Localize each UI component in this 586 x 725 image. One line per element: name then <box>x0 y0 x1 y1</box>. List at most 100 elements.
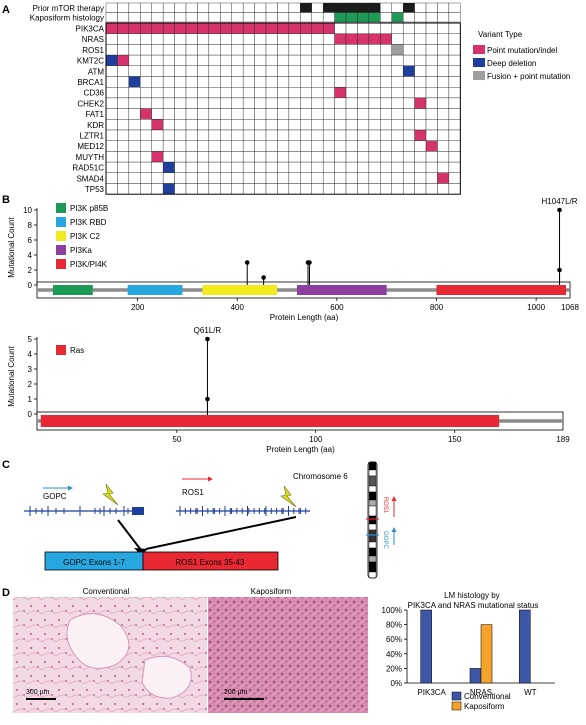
alteration-cell <box>334 22 347 34</box>
chrom-gopc-label: GOPC <box>382 531 388 549</box>
alteration-cell <box>254 65 267 77</box>
alteration-cell <box>368 119 381 131</box>
alteration-cell <box>345 140 358 152</box>
alteration-cell <box>162 183 175 195</box>
alteration-cell <box>437 76 450 88</box>
gopc-gene-label: GOPC <box>43 492 67 501</box>
alteration-cell <box>334 119 347 131</box>
alteration-cell <box>254 44 267 56</box>
alteration-cell <box>197 172 210 184</box>
domain-legend-label: PI3K RBD <box>70 218 107 227</box>
alteration-cell <box>322 172 335 184</box>
y-tick-label: 4 <box>28 251 33 260</box>
alteration-cell <box>174 33 187 45</box>
alteration-cell <box>334 183 347 195</box>
alteration-cell <box>197 151 210 163</box>
alteration-cell <box>231 183 244 195</box>
alteration-cell <box>391 65 404 77</box>
gopc-breakpoint-bolt <box>102 483 119 506</box>
alteration-cell <box>391 161 404 174</box>
alteration-cell <box>277 119 290 131</box>
alteration-cell <box>322 86 335 99</box>
alteration-cell <box>311 97 324 109</box>
clinical-cell <box>380 2 392 13</box>
bar <box>420 609 432 684</box>
domain-legend-swatch <box>56 345 66 355</box>
alteration-cell <box>162 129 175 141</box>
alteration-cell <box>300 54 312 66</box>
alteration-cell <box>425 76 438 88</box>
alteration-cell <box>425 161 438 174</box>
alteration-cell <box>105 44 118 56</box>
ros1-arrowhead <box>208 476 213 482</box>
alteration-cell <box>220 65 232 77</box>
alteration-cell <box>391 22 404 34</box>
alteration-cell <box>311 86 324 99</box>
alteration-cell <box>391 44 404 56</box>
alteration-cell <box>414 33 427 45</box>
alteration-cell <box>197 44 210 56</box>
chromosome-outline <box>367 461 378 579</box>
alteration-cell <box>242 108 255 120</box>
clinical-cell <box>162 12 175 23</box>
alteration-cell <box>448 33 461 45</box>
alteration-cell <box>208 22 221 34</box>
alteration-cell <box>425 44 438 56</box>
alteration-cell <box>265 22 278 34</box>
alteration-cell <box>322 129 335 141</box>
clinical-cell <box>437 12 450 23</box>
alteration-cell <box>162 86 175 99</box>
bar <box>519 609 531 684</box>
alteration-cell <box>437 129 450 141</box>
alteration-cell <box>322 54 335 66</box>
clinical-cell <box>140 12 152 23</box>
clinical-cell <box>185 12 198 23</box>
alteration-cell <box>311 44 324 56</box>
alteration-cell <box>105 140 118 152</box>
alteration-cell <box>391 108 404 120</box>
alteration-cell <box>357 129 370 141</box>
clinical-cell <box>197 2 210 13</box>
mutation-label: H1047L/R <box>542 197 578 206</box>
alteration-cell <box>254 86 267 99</box>
alteration-cell <box>151 151 164 163</box>
alteration-cell <box>402 129 415 141</box>
alteration-cell <box>208 97 221 109</box>
alteration-cell <box>174 22 187 34</box>
fusion-arrowhead <box>134 548 148 555</box>
alteration-cell <box>357 65 370 77</box>
alteration-cell <box>128 86 141 99</box>
alteration-cell <box>300 65 312 77</box>
alteration-cell <box>448 22 461 34</box>
alteration-cell <box>174 129 187 141</box>
alteration-cell <box>448 86 461 99</box>
alteration-cell <box>391 86 404 99</box>
chromosome-band <box>368 499 377 507</box>
alteration-cell <box>242 119 255 131</box>
alteration-cell <box>197 65 210 77</box>
alteration-cell <box>128 76 141 88</box>
alteration-cell <box>448 97 461 109</box>
alteration-cell <box>402 86 415 99</box>
alteration-cell <box>357 151 370 163</box>
alteration-cell <box>185 76 198 88</box>
alteration-cell <box>220 76 232 88</box>
chromosome-band <box>368 475 377 487</box>
alteration-cell <box>117 54 130 66</box>
alteration-cell <box>357 183 370 195</box>
alteration-cell <box>105 129 118 141</box>
alteration-cell <box>254 183 267 195</box>
alteration-cell <box>322 151 335 163</box>
alteration-cell <box>231 54 244 66</box>
alteration-cell <box>322 108 335 120</box>
clinical-cell <box>242 2 255 13</box>
alteration-cell <box>345 108 358 120</box>
alteration-cell <box>151 119 164 131</box>
alteration-cell <box>414 119 427 131</box>
alteration-cell <box>391 97 404 109</box>
clinical-cell <box>334 2 347 13</box>
alteration-cell <box>105 33 118 45</box>
y-tick-label: 6 <box>28 236 33 245</box>
alteration-cell <box>185 172 198 184</box>
alteration-cell <box>254 140 267 152</box>
